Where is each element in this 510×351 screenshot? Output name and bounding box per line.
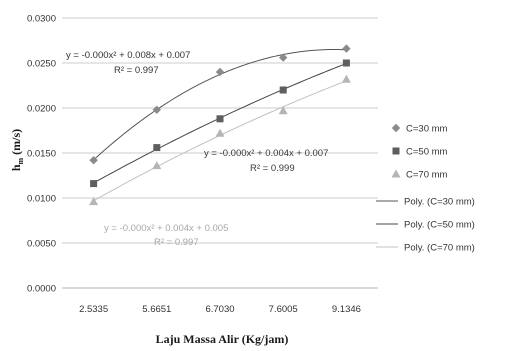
trend-equations: y = -0.000x² + 0.008x + 0.007 R² = 0.997 y… <box>66 50 328 248</box>
legend-trend-label: Poly. (C=50 mm) <box>404 220 475 231</box>
trend-equation: y = -0.000x² + 0.004x + 0.005 <box>104 223 228 234</box>
data-point-series-3 <box>278 106 288 115</box>
y-axis-title-unit: (m/s) <box>9 129 23 158</box>
x-tick-label: 7.6005 <box>269 304 298 315</box>
y-axis-title-main: h <box>9 164 23 171</box>
y-tick-label: 0.0000 <box>27 284 56 295</box>
legend-trend-label: Poly. (C=70 mm) <box>404 243 475 254</box>
data-point-series-1 <box>89 156 98 165</box>
y-tick-label: 0.0300 <box>27 14 56 25</box>
data-point-series-3 <box>152 161 162 170</box>
y-tick-label: 0.0050 <box>27 239 56 250</box>
data-point-series-2 <box>342 59 350 67</box>
legend-marker <box>391 169 401 178</box>
data-point-series-1 <box>342 44 351 53</box>
data-point-series-2 <box>279 86 287 94</box>
data-point-series-1 <box>152 105 161 114</box>
data-point-series-3 <box>89 197 99 206</box>
legend-entry-label: C=50 mm <box>406 147 448 158</box>
legend-trend-label: Poly. (C=30 mm) <box>404 197 475 208</box>
data-point-series-2 <box>153 144 161 152</box>
legend-marker <box>392 147 400 155</box>
x-axis-title: Laju Massa Alir (Kg/jam) <box>156 332 289 346</box>
legend-marker <box>391 123 401 133</box>
data-points <box>89 44 351 206</box>
legend-entry-label: C=70 mm <box>406 170 448 181</box>
y-tick-label: 0.0200 <box>27 104 56 115</box>
trend-equation: y = -0.000x² + 0.004x + 0.007 <box>204 148 328 159</box>
y-tick-label: 0.0250 <box>27 59 56 70</box>
x-axis-ticks: 2.5335 5.6651 6.7030 7.6005 9.1346 <box>79 304 361 315</box>
y-axis-title: hm (m/s) <box>9 129 25 171</box>
y-tick-label: 0.0100 <box>27 194 56 205</box>
data-point-series-1 <box>215 67 225 77</box>
y-axis-ticks: 0.0300 0.0250 0.0200 0.0150 0.0100 0.0050 0.00… <box>27 14 56 295</box>
trend-r-squared: R² = 0.997 <box>114 65 159 76</box>
trend-equation: y = -0.000x² + 0.008x + 0.007 <box>66 50 190 61</box>
y-axis-title-subscript: m <box>16 157 25 164</box>
legend-entry-label: C=30 mm <box>406 124 448 135</box>
trend-r-squared: R² = 0.997 <box>154 237 199 248</box>
data-point-series-3 <box>215 128 225 137</box>
x-tick-label: 5.6651 <box>142 304 171 315</box>
gridlines <box>62 17 378 289</box>
trendline-3 <box>93 80 347 202</box>
data-point-series-3 <box>341 74 351 83</box>
trendline-2 <box>93 62 347 184</box>
trend-r-squared: R² = 0.999 <box>250 163 295 174</box>
data-point-series-1 <box>279 53 288 62</box>
x-tick-label: 2.5335 <box>79 304 108 315</box>
x-tick-label: 6.7030 <box>205 304 234 315</box>
y-tick-label: 0.0150 <box>27 149 56 160</box>
data-point-series-2 <box>90 180 98 188</box>
data-point-series-2 <box>216 115 224 123</box>
x-tick-label: 9.1346 <box>332 304 361 315</box>
legend: C=30 mm C=50 mm C=70 mm Poly. (C=30 mm) Poly… <box>376 124 475 254</box>
